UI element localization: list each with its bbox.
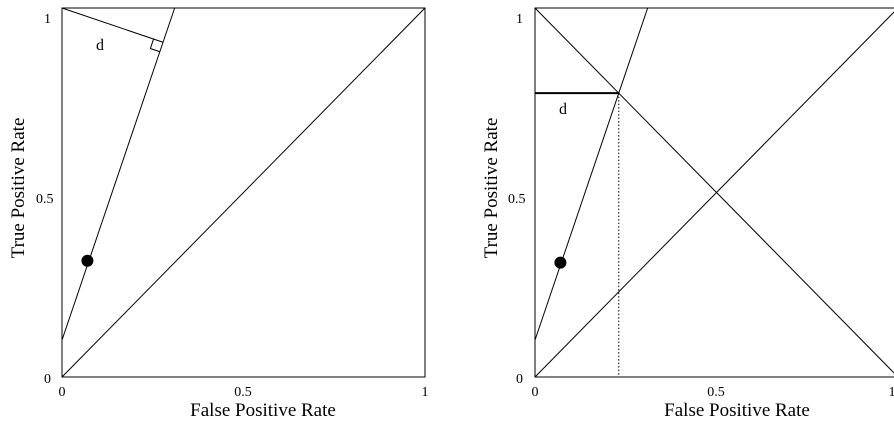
right-y-tick-1: 1 bbox=[516, 12, 523, 27]
left-chance-diagonal bbox=[62, 8, 425, 377]
right-y-tick-0: 0 bbox=[516, 372, 523, 387]
left-y-tick-0: 0 bbox=[44, 372, 51, 387]
right-panel: d 1 0.5 0 0 0.5 1 False Positive Rate Tr… bbox=[481, 8, 894, 421]
left-x-tick-0.5: 0.5 bbox=[234, 385, 252, 400]
left-d-perpendicular bbox=[62, 8, 163, 42]
left-y-tick-1: 1 bbox=[44, 12, 51, 27]
right-x-axis-title: False Positive Rate bbox=[664, 400, 810, 421]
left-y-tick-0.5: 0.5 bbox=[36, 192, 54, 207]
right-iso-performance-line bbox=[535, 8, 648, 340]
right-x-tick-1: 1 bbox=[889, 385, 894, 400]
left-panel: d 1 0.5 0 0 0.5 1 False Positive Rate Tr… bbox=[8, 8, 429, 421]
right-classifier-point bbox=[554, 257, 566, 269]
left-x-axis-title: False Positive Rate bbox=[190, 400, 336, 421]
left-d-label: d bbox=[96, 37, 104, 54]
left-x-tick-0: 0 bbox=[59, 385, 66, 400]
right-d-label: d bbox=[559, 101, 567, 118]
left-classifier-point bbox=[81, 255, 93, 267]
left-x-tick-1: 1 bbox=[422, 385, 429, 400]
right-x-tick-0: 0 bbox=[532, 385, 539, 400]
right-x-tick-0.5: 0.5 bbox=[707, 385, 725, 400]
left-iso-performance-line bbox=[62, 8, 175, 340]
right-y-tick-0.5: 0.5 bbox=[508, 192, 526, 207]
left-y-axis-title: True Positive Rate bbox=[8, 118, 29, 259]
right-y-axis-title: True Positive Rate bbox=[481, 118, 502, 259]
